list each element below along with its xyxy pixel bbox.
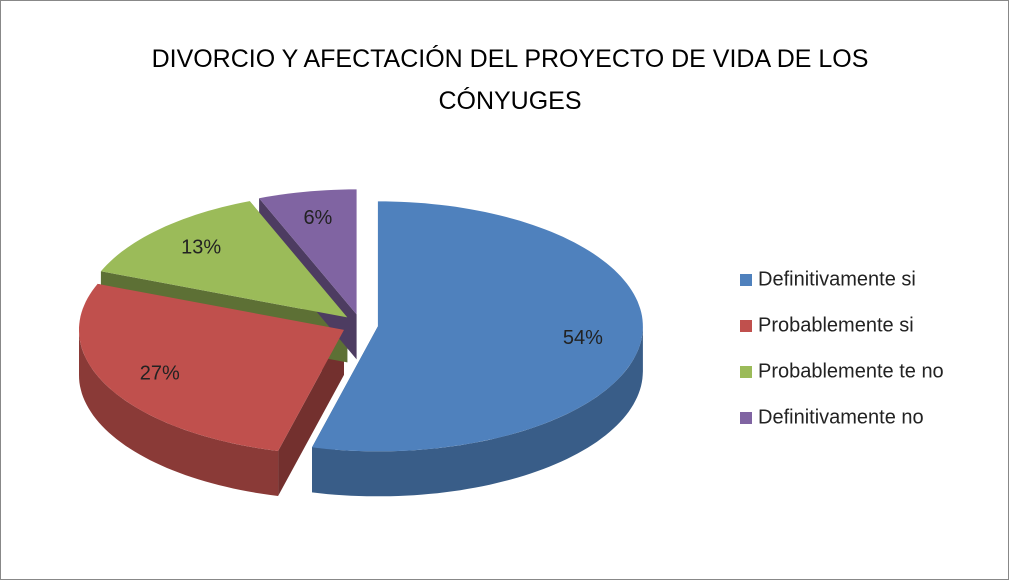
- legend-swatch: [740, 366, 752, 378]
- legend-label: Definitivamente si: [758, 268, 916, 290]
- legend-label: Probablemente te no: [758, 360, 944, 382]
- slice: [100, 201, 348, 318]
- slice: [312, 201, 643, 452]
- legend-swatch: [740, 320, 752, 332]
- legend-swatch: [740, 412, 752, 424]
- data-label: 27%: [140, 362, 180, 384]
- data-label: 54%: [563, 327, 603, 349]
- slice-wall: [79, 329, 279, 496]
- slice: [79, 283, 344, 451]
- slice: [259, 189, 357, 315]
- data-label: 6%: [303, 207, 332, 229]
- legend-label: Probablemente si: [758, 314, 914, 336]
- legend-swatch: [740, 274, 752, 286]
- slice-wall: [312, 326, 643, 497]
- data-label: 13%: [181, 237, 221, 259]
- chart-title: DIVORCIO Y AFECTACIÓN DEL PROYECTO DE VI…: [151, 45, 869, 115]
- legend-label: Definitivamente no: [758, 406, 924, 428]
